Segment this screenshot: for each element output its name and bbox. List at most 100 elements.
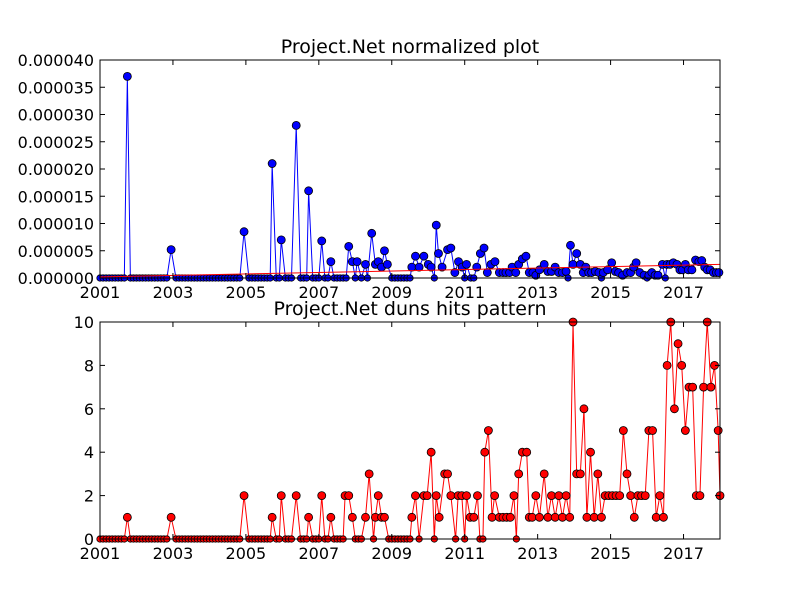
data-point: [561, 491, 571, 501]
data-point: [487, 512, 497, 522]
data-point: [629, 512, 639, 522]
x-tick-label: 2005: [226, 283, 267, 302]
data-point: [607, 258, 617, 268]
data-point: [575, 469, 585, 479]
y-tick-label: 0.000040: [18, 51, 94, 70]
x-tick-label: 2009: [371, 283, 412, 302]
trend-line: [99, 263, 721, 278]
data-point: [550, 512, 560, 522]
data-point: [687, 265, 697, 275]
data-point: [554, 491, 564, 501]
data-point: [422, 491, 432, 501]
data-point: [473, 491, 482, 501]
axes-frame: [99, 321, 721, 540]
chart-title: Project.Net normalized plot: [281, 36, 539, 58]
data-point: [651, 512, 661, 522]
data-point: [373, 491, 383, 501]
x-tick-label: 2011: [444, 283, 485, 302]
data-point: [469, 512, 479, 522]
data-point: [317, 236, 327, 246]
data-point: [514, 469, 524, 479]
data-point: [276, 491, 286, 501]
data-point: [344, 491, 354, 501]
data-point: [462, 259, 471, 269]
x-tick-label: 2007: [298, 283, 339, 302]
data-point: [407, 262, 417, 272]
data-point: [166, 512, 176, 522]
data-point: [484, 426, 493, 435]
data-point: [267, 159, 277, 168]
x-tick-label: 2013: [517, 544, 558, 563]
data-point: [655, 491, 665, 501]
data-point: [688, 382, 698, 392]
x-tick-label: 2013: [517, 283, 558, 302]
data-point: [382, 259, 392, 269]
data-point: [434, 512, 444, 522]
data-point: [367, 228, 377, 238]
data-point: [714, 268, 724, 277]
data-point: [414, 262, 424, 272]
data-point: [407, 512, 417, 522]
data-point: [472, 262, 482, 272]
data-point: [566, 240, 575, 250]
data-point: [572, 249, 582, 258]
data-point: [122, 512, 132, 522]
x-axis: 2001 2003 2005 2007 2009 2011 2013 2015 2017: [80, 322, 704, 563]
data-point: [431, 220, 441, 230]
x-tick-label: 2015: [590, 283, 631, 302]
data-point: [659, 512, 668, 522]
data-point: [490, 257, 500, 267]
data-point: [480, 447, 490, 457]
data-point: [543, 512, 553, 522]
data-point: [561, 267, 571, 276]
data-point: [482, 268, 492, 277]
y-tick-label: 0.000000: [18, 269, 94, 288]
y-tick-label: 8: [84, 356, 94, 375]
data-point: [593, 469, 603, 479]
data-point: [631, 258, 641, 268]
y-tick-label: 2: [84, 487, 94, 506]
x-tick-label: 2007: [298, 544, 339, 563]
data-point: [618, 426, 628, 435]
data-point: [680, 426, 690, 435]
x-tick-label: 2017: [663, 283, 704, 302]
data-point: [505, 512, 515, 522]
data-point: [579, 404, 589, 414]
y-tick-label: 0: [84, 530, 94, 549]
chart-title: Project.Net duns hits pattern: [273, 298, 546, 320]
data-point: [713, 426, 723, 435]
data-point: [426, 262, 436, 272]
data-point: [531, 491, 541, 501]
data-point: [490, 491, 500, 501]
data-point: [699, 382, 708, 392]
data-point: [380, 246, 389, 256]
data-point: [443, 469, 452, 479]
chart-duns-hits: Project.Net duns hits pattern 2001 2003 20…: [74, 298, 725, 563]
y-tick-label: 6: [84, 400, 94, 419]
x-tick-label: 2009: [371, 544, 412, 563]
data-point: [589, 512, 599, 522]
data-point: [446, 243, 456, 253]
x-tick-label: 2011: [444, 544, 485, 563]
data-point: [437, 262, 447, 272]
data-point: [326, 257, 336, 267]
data-point: [419, 251, 429, 261]
data-point: [653, 270, 663, 280]
data-point: [673, 339, 683, 349]
data-point: [640, 491, 650, 501]
y-tick-label: 10: [74, 313, 94, 332]
x-tick-label: 2015: [590, 544, 631, 563]
data-point: [615, 491, 625, 501]
data-point: [509, 491, 519, 501]
data-point: [511, 268, 521, 277]
data-point: [597, 512, 606, 522]
data-point: [622, 469, 632, 479]
data-point: [380, 512, 389, 522]
axes-frame: [99, 59, 721, 279]
x-tick-label: 2005: [226, 544, 267, 563]
y-axis: 0.000000 0.000005 0.000010 0.000015 0.000020…: [18, 51, 720, 288]
y-tick-label: 0.000020: [18, 160, 94, 179]
x-tick-label: 2001: [80, 283, 121, 302]
data-point: [317, 491, 327, 501]
